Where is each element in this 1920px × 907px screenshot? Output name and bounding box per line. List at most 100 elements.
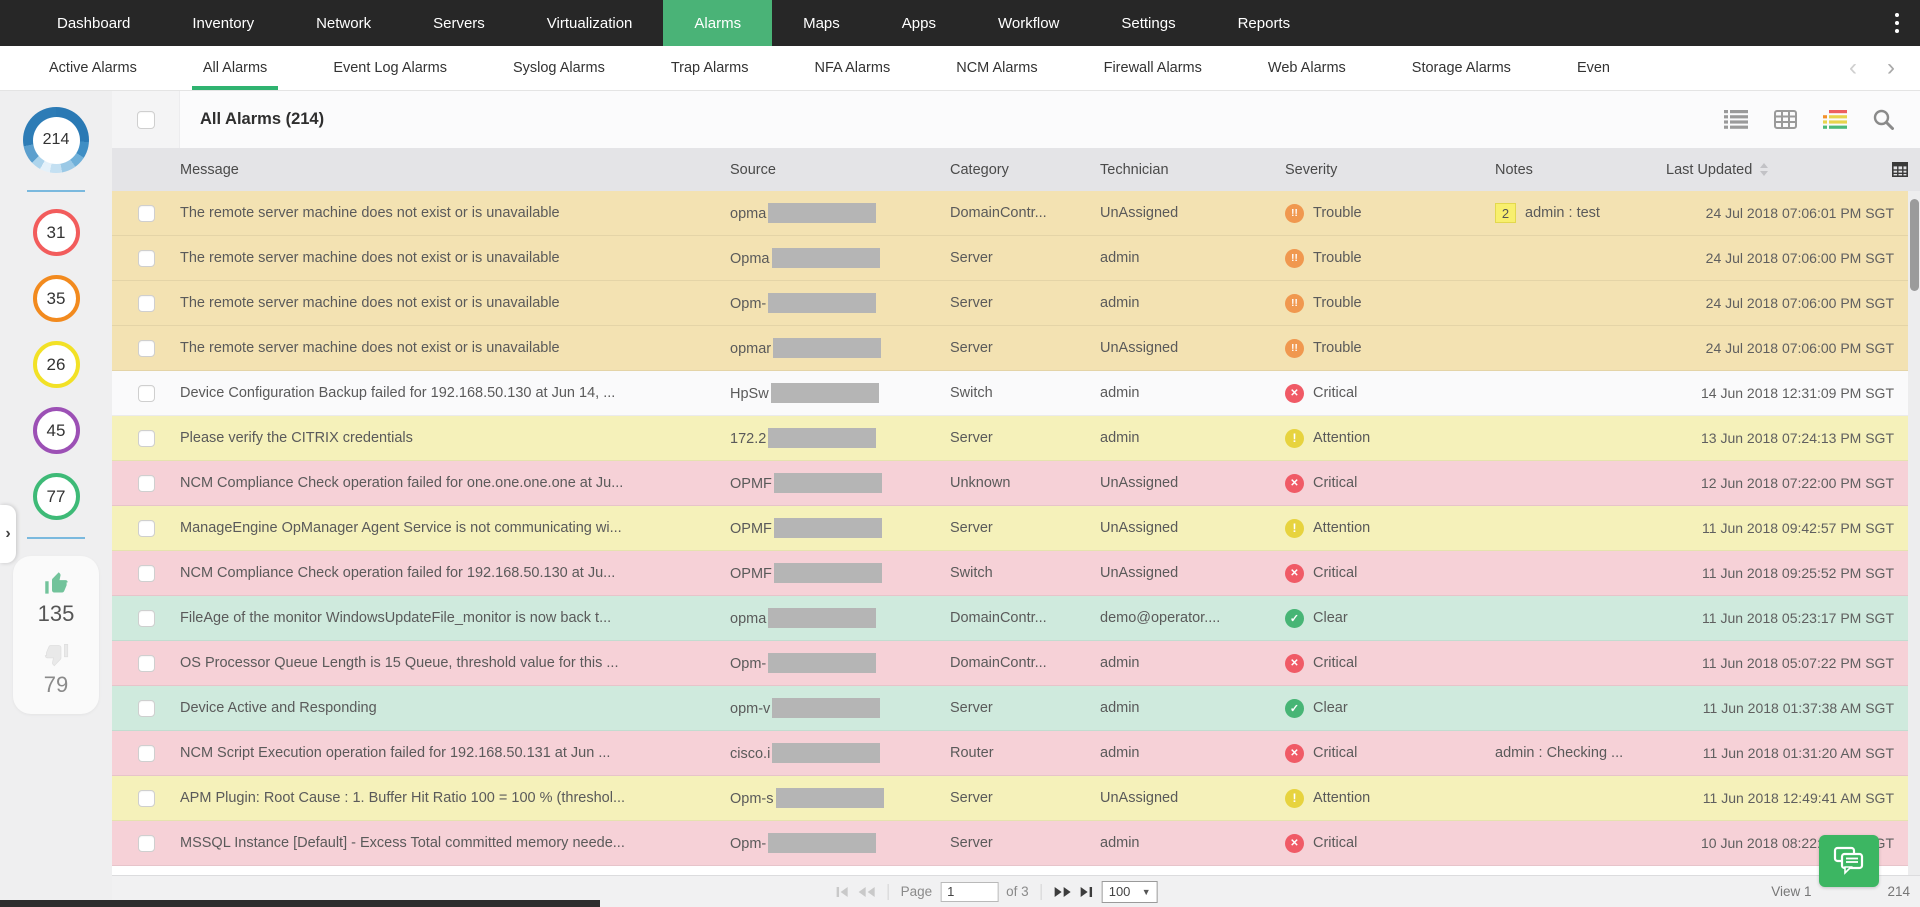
- row-checkbox[interactable]: [137, 384, 155, 402]
- page-size-select[interactable]: 100 ▼: [1101, 880, 1158, 903]
- vertical-scrollbar-thumb[interactable]: [1910, 199, 1919, 291]
- table-row[interactable]: OS Processor Queue Length is 15 Queue, t…: [112, 641, 1920, 686]
- severity-list-view-icon[interactable]: [1823, 110, 1847, 129]
- live-chat-button[interactable]: [1819, 835, 1880, 887]
- row-checkbox[interactable]: [137, 204, 155, 222]
- table-row[interactable]: The remote server machine does not exist…: [112, 236, 1920, 281]
- tab-scroll-right-icon[interactable]: ›: [1887, 54, 1895, 81]
- column-header-technician[interactable]: Technician: [1100, 161, 1169, 178]
- nav-item-workflow[interactable]: Workflow: [997, 14, 1060, 32]
- nav-item-servers[interactable]: Servers: [433, 14, 485, 32]
- sidebar-expand-handle[interactable]: ›: [0, 505, 16, 563]
- clear-count-ring[interactable]: 77: [32, 473, 80, 520]
- table-row[interactable]: Device Configuration Backup failed for 1…: [112, 371, 1920, 416]
- page-label: Page: [900, 884, 933, 899]
- alarm-last-updated: 24 Jul 2018 07:06:00 PM SGT: [1705, 340, 1894, 356]
- tab-nfa-alarms[interactable]: NFA Alarms: [814, 60, 891, 76]
- table-view-icon[interactable]: [1774, 110, 1797, 129]
- row-checkbox[interactable]: [137, 654, 155, 672]
- tab-web-alarms[interactable]: Web Alarms: [1267, 60, 1346, 76]
- tab-ncm-alarms[interactable]: NCM Alarms: [956, 60, 1038, 76]
- alarm-category: Switch: [950, 385, 993, 401]
- tab-storage-alarms[interactable]: Storage Alarms: [1411, 60, 1511, 76]
- row-checkbox[interactable]: [137, 429, 155, 447]
- overflow-menu-icon[interactable]: [1874, 0, 1920, 46]
- table-row[interactable]: NCM Script Execution operation failed fo…: [112, 731, 1920, 776]
- trouble-count-ring[interactable]: 35: [32, 275, 80, 322]
- vertical-scrollbar[interactable]: [1908, 191, 1920, 875]
- nav-item-reports[interactable]: Reports: [1237, 14, 1291, 32]
- column-chooser-icon[interactable]: [1892, 162, 1908, 177]
- row-checkbox[interactable]: [137, 249, 155, 267]
- alarm-category: Server: [950, 340, 993, 356]
- table-row[interactable]: The remote server machine does not exist…: [112, 281, 1920, 326]
- table-row[interactable]: The remote server machine does not exist…: [112, 191, 1920, 236]
- alarm-message: APM Plugin: Root Cause : 1. Buffer Hit R…: [180, 790, 626, 806]
- table-row[interactable]: APM Plugin: Root Cause : 1. Buffer Hit R…: [112, 776, 1920, 821]
- table-row[interactable]: MSSQL Instance [Default] - Excess Total …: [112, 821, 1920, 866]
- last-page-button[interactable]: [1080, 886, 1094, 898]
- page-number-input[interactable]: [940, 881, 999, 902]
- tab-scroll-left-icon[interactable]: ‹: [1849, 54, 1857, 81]
- table-row[interactable]: FileAge of the monitor WindowsUpdateFile…: [112, 596, 1920, 641]
- tab-syslog-alarms[interactable]: Syslog Alarms: [512, 60, 605, 76]
- column-header-notes[interactable]: Notes: [1495, 161, 1533, 178]
- unacknowledged-count: 79: [43, 672, 69, 697]
- select-all-checkbox[interactable]: [136, 110, 155, 129]
- tab-event-log-alarms[interactable]: Event Log Alarms: [333, 60, 447, 76]
- row-checkbox[interactable]: [137, 294, 155, 312]
- row-checkbox[interactable]: [137, 699, 155, 717]
- severity-label: Critical: [1313, 655, 1358, 671]
- alarm-category: Server: [950, 835, 993, 851]
- nav-item-dashboard[interactable]: Dashboard: [57, 14, 131, 32]
- nav-item-maps[interactable]: Maps: [803, 14, 840, 32]
- row-checkbox[interactable]: [137, 834, 155, 852]
- nav-item-virtualization[interactable]: Virtualization: [546, 14, 633, 32]
- nav-item-inventory[interactable]: Inventory: [192, 14, 255, 32]
- horizontal-scrollbar-thumb[interactable]: [0, 900, 600, 907]
- table-row[interactable]: NCM Compliance Check operation failed fo…: [112, 461, 1920, 506]
- sort-arrows-icon[interactable]: [1760, 163, 1769, 176]
- column-header-message[interactable]: Message: [180, 161, 239, 178]
- column-header-last-updated[interactable]: Last Updated: [1666, 161, 1753, 178]
- service-down-count-ring[interactable]: 45: [32, 407, 80, 454]
- critical-count-ring[interactable]: 31: [32, 209, 80, 256]
- column-header-source[interactable]: Source: [730, 161, 776, 178]
- nav-item-alarms[interactable]: Alarms: [663, 0, 773, 46]
- next-page-button[interactable]: [1054, 886, 1072, 898]
- severity-badge-icon: [1285, 473, 1304, 493]
- nav-item-apps[interactable]: Apps: [901, 14, 936, 32]
- row-checkbox[interactable]: [137, 609, 155, 627]
- table-row[interactable]: NCM Compliance Check operation failed fo…: [112, 551, 1920, 596]
- row-checkbox[interactable]: [137, 339, 155, 357]
- row-checkbox[interactable]: [137, 519, 155, 537]
- column-header-severity[interactable]: Severity: [1285, 161, 1338, 178]
- table-row[interactable]: Device Active and Responding opm-v Serve…: [112, 686, 1920, 731]
- row-checkbox[interactable]: [137, 564, 155, 582]
- nav-item-network[interactable]: Network: [316, 14, 372, 32]
- table-row[interactable]: ManageEngine OpManager Agent Service is …: [112, 506, 1920, 551]
- first-page-button[interactable]: [836, 886, 850, 898]
- total-alarms-donut[interactable]: 214: [23, 107, 89, 173]
- severity-label: Trouble: [1313, 340, 1362, 356]
- alarm-message: NCM Script Execution operation failed fo…: [180, 745, 611, 761]
- row-checkbox[interactable]: [137, 474, 155, 492]
- table-row[interactable]: Please verify the CITRIX credentials 172…: [112, 416, 1920, 461]
- attention-count-ring[interactable]: 26: [32, 341, 80, 388]
- list-view-icon[interactable]: [1724, 110, 1748, 129]
- tab-trap-alarms[interactable]: Trap Alarms: [670, 60, 749, 76]
- table-row[interactable]: The remote server machine does not exist…: [112, 326, 1920, 371]
- tab-event-truncated[interactable]: Even: [1576, 60, 1610, 76]
- previous-page-button[interactable]: [858, 886, 876, 898]
- alarm-technician: admin: [1100, 250, 1140, 266]
- row-checkbox[interactable]: [137, 744, 155, 762]
- row-checkbox[interactable]: [137, 789, 155, 807]
- note-count-badge[interactable]: 2: [1495, 203, 1516, 223]
- tab-active-alarms[interactable]: Active Alarms: [49, 60, 137, 76]
- alarm-source: opma: [730, 608, 950, 628]
- column-header-category[interactable]: Category: [950, 161, 1009, 178]
- tab-firewall-alarms[interactable]: Firewall Alarms: [1103, 60, 1202, 76]
- nav-item-settings[interactable]: Settings: [1121, 14, 1176, 32]
- tab-all-alarms[interactable]: All Alarms: [170, 46, 300, 90]
- search-icon[interactable]: [1873, 109, 1894, 130]
